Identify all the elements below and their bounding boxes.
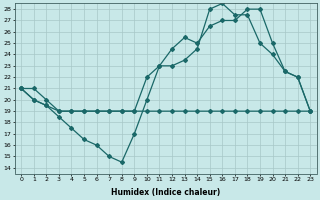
X-axis label: Humidex (Indice chaleur): Humidex (Indice chaleur): [111, 188, 220, 197]
